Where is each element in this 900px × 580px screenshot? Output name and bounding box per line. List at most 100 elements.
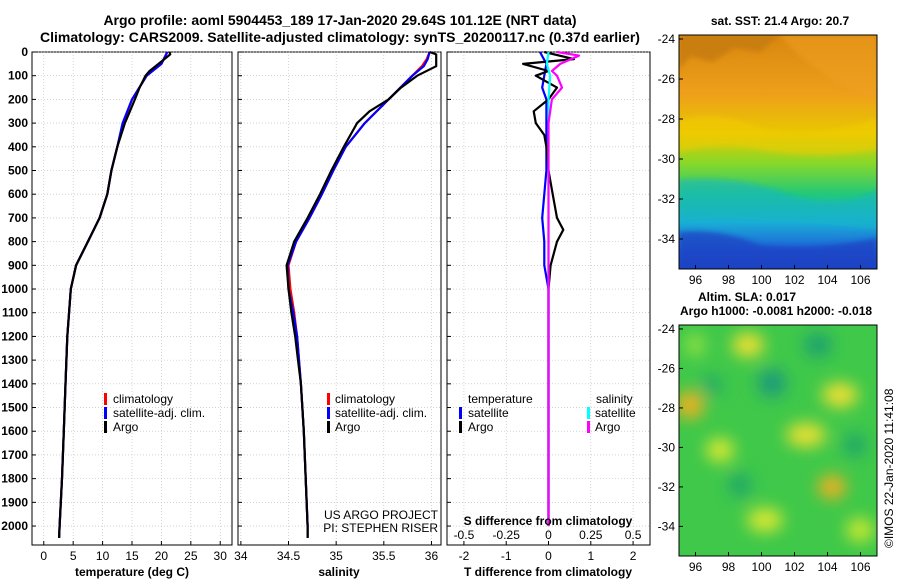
- lon-tick-label: 102: [784, 560, 804, 574]
- legend-swatch-s-argo: [587, 421, 590, 433]
- depth-tick-label: 1600: [1, 424, 28, 438]
- legend-label: satellite-adj. clim.: [113, 406, 205, 420]
- sla-map-frame: [678, 324, 878, 557]
- depth-tick-label: 900: [8, 258, 28, 272]
- x-tick-label: 2: [630, 549, 637, 563]
- figure-title-line2: Climatology: CARS2009. Satellite-adjuste…: [40, 29, 640, 45]
- depth-tick-label: 1900: [1, 495, 28, 509]
- depth-tick-label: 1200: [1, 329, 28, 343]
- imos-timestamp: ©IMOS 22-Jan-2020 11:41:08: [882, 388, 896, 548]
- depth-tick-label: 800: [8, 235, 28, 249]
- x-tick-label: 36: [425, 549, 439, 563]
- legend-heading-temperature: temperature: [468, 392, 533, 406]
- lat-tick-label: -30: [658, 440, 676, 454]
- sst-map-axes: -24 -26 -28 -30 -32 -34 96 98 100 102 104 106: [658, 32, 871, 287]
- x-tick-label: 35.5: [372, 549, 396, 563]
- sla-map-subtitle: Argo h1000: -0.0081 h2000: -0.018: [680, 304, 872, 318]
- lon-tick-label: 104: [817, 560, 837, 574]
- depth-tick-label: 1100: [2, 306, 28, 320]
- lon-tick-label: 96: [689, 273, 703, 287]
- legend-swatch-argo: [327, 421, 330, 433]
- sst-map-title: sat. SST: 21.4 Argo: 20.7: [711, 14, 850, 28]
- lon-tick-label: 104: [817, 273, 837, 287]
- series-line: [58, 51, 172, 538]
- lon-tick-label: 106: [850, 560, 870, 574]
- lat-tick-label: -28: [658, 401, 676, 415]
- depth-tick-label: 600: [8, 187, 28, 201]
- x-tick-label: 1: [587, 549, 594, 563]
- lon-tick-label: 106: [850, 273, 870, 287]
- series-line: [539, 51, 550, 526]
- series-line: [285, 50, 438, 538]
- depth-tick-label: 200: [8, 92, 28, 106]
- depth-tick-label: 1500: [1, 401, 28, 415]
- x-tick-label: 34.5: [277, 549, 301, 563]
- legend-heading-salinity: salinity: [596, 392, 633, 406]
- lat-tick-label: -30: [658, 152, 676, 166]
- s-diff-tick-label: 0: [545, 528, 552, 542]
- legend-label: Argo: [113, 420, 139, 434]
- depth-tick-label: 700: [8, 211, 28, 225]
- legend-swatch-argo: [104, 421, 107, 433]
- legend-label: satellite-adj. clim.: [335, 406, 427, 420]
- s-diff-tick-label: 0.25: [579, 528, 603, 542]
- salinity-panel-frame: [237, 51, 442, 546]
- s-diff-tick-label: 0.5: [625, 528, 642, 542]
- legend-swatch-climatology: [104, 393, 107, 405]
- x-tick-label: 25: [184, 549, 198, 563]
- difference-legend: temperature salinity satellite Argo sate…: [459, 392, 636, 434]
- legend-swatch-s-satellite: [587, 407, 590, 419]
- salinity-xlabel: salinity: [318, 565, 360, 579]
- legend-swatch-t-satellite: [459, 407, 462, 419]
- figure-title-line1: Argo profile: aoml 5904453_189 17-Jan-20…: [103, 12, 577, 28]
- legend-label: climatology: [113, 392, 173, 406]
- lat-tick-label: -34: [658, 232, 676, 246]
- lat-tick-label: -26: [658, 361, 676, 375]
- sla-map-axes: -24 -26 -28 -30 -32 -34 96 98 100 102 104 106: [658, 322, 871, 574]
- x-tick-label: 0: [545, 549, 552, 563]
- temperature-xlabel: temperature (deg C): [75, 565, 189, 579]
- lat-tick-label: -24: [658, 322, 676, 336]
- x-axes: 0 5 10 15 20 25 30 34 34.5 35 35.5 36 -2 -1 0 1 2 -0.5 -0.…: [40, 528, 641, 563]
- s-difference-xlabel: S difference from climatology: [464, 514, 633, 528]
- legend-swatch-climatology: [327, 393, 330, 405]
- legend-label: climatology: [335, 392, 395, 406]
- x-tick-label: 10: [96, 549, 110, 563]
- legend-label: Argo: [468, 420, 494, 434]
- sla-map-title: Altim. SLA: 0.017: [698, 290, 796, 304]
- series-line: [58, 51, 169, 538]
- project-credit: US ARGO PROJECT: [324, 508, 439, 522]
- depth-tick-label: 1700: [1, 448, 28, 462]
- x-tick-label: 34: [234, 549, 248, 563]
- x-tick-label: 30: [214, 549, 228, 563]
- depth-tick-label: 400: [8, 140, 28, 154]
- legend-label: satellite: [595, 406, 636, 420]
- x-tick-label: -2: [459, 549, 470, 563]
- lon-tick-label: 98: [722, 560, 736, 574]
- lat-tick-label: -26: [658, 72, 676, 86]
- s-diff-tick-label: -0.25: [493, 528, 521, 542]
- depth-tick-label: 2000: [1, 519, 28, 533]
- x-tick-label: 0: [40, 549, 47, 563]
- legend-swatch-t-argo: [459, 421, 462, 433]
- depth-tick-label: 300: [8, 116, 28, 130]
- legend-label: Argo: [595, 420, 621, 434]
- pi-credit: PI: STEPHEN RISER: [323, 521, 438, 535]
- series-line: [287, 51, 431, 538]
- lat-tick-label: -24: [658, 32, 676, 46]
- x-tick-label: 15: [125, 549, 139, 563]
- depth-tick-label: 1800: [1, 472, 28, 486]
- profile-series: [58, 50, 581, 538]
- legend-swatch-satellite-adj: [104, 407, 107, 419]
- depth-axis: 0 100 200 300 400 500 600 700 800 900 1000 1100 1200…: [1, 45, 451, 533]
- legend-label: Argo: [335, 420, 361, 434]
- depth-tick-label: 1400: [1, 377, 28, 391]
- depth-tick-label: 1300: [1, 353, 28, 367]
- t-difference-xlabel: T difference from climatology: [464, 565, 632, 579]
- lon-tick-label: 96: [689, 560, 703, 574]
- lon-tick-label: 100: [751, 560, 771, 574]
- s-diff-tick-label: -0.5: [454, 528, 475, 542]
- x-tick-label: 20: [155, 549, 169, 563]
- lat-tick-label: -28: [658, 112, 676, 126]
